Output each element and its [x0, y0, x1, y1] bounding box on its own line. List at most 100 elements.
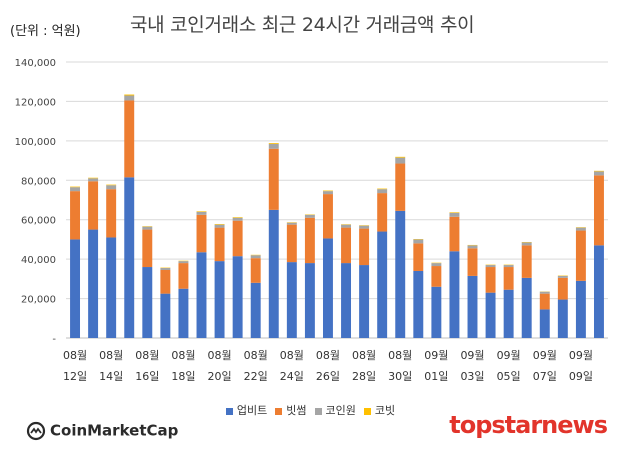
x-tick-label: 30일 [388, 369, 412, 383]
x-tick-label: 20일 [208, 369, 232, 383]
x-tick-label: 08월 [208, 349, 232, 362]
bar-segment [178, 263, 189, 289]
bar-segment [88, 181, 99, 230]
x-axis-ticks: 08월 12일 08월 14일 08월 16일 08월 18일 08월 20일 08월 22일 08월 2… [63, 349, 593, 383]
bar-segment [521, 277, 532, 338]
bar-segment [160, 268, 171, 270]
bar-segment [485, 267, 496, 293]
bar-segment [377, 231, 388, 338]
bar-segment [124, 94, 135, 96]
bar-segment [124, 95, 135, 101]
x-tick-label: 09월 [424, 349, 448, 362]
bar-segment [214, 261, 225, 338]
bar-segment [503, 289, 514, 338]
bar-segment [142, 229, 153, 268]
bar-stack [286, 222, 297, 338]
bar-segment [593, 245, 604, 338]
bar-stack [214, 224, 225, 338]
legend-item: 업비트 [225, 402, 268, 418]
bar-segment [593, 175, 604, 246]
bar-segment [196, 252, 207, 338]
bar-segment [593, 170, 604, 172]
bar-stack [521, 241, 532, 338]
bar-segment [593, 171, 604, 176]
bar-segment [70, 186, 81, 188]
bar-segment [449, 212, 460, 213]
bar-segment [341, 227, 352, 264]
x-tick-label: 24일 [280, 369, 304, 383]
bar-segment [232, 256, 243, 338]
bar-segment [557, 299, 568, 338]
bar-stack [178, 260, 189, 338]
bar-segment [503, 267, 514, 290]
bar-segment [377, 193, 388, 232]
bar-segment [521, 242, 532, 246]
bar-stack [322, 190, 333, 338]
bar-segment [70, 191, 81, 240]
legend-item: 빗썸 [275, 402, 307, 418]
bar-stacks [70, 94, 604, 338]
bar-segment [160, 293, 171, 338]
bar-segment [467, 245, 478, 249]
legend-label: 코인원 [325, 404, 356, 417]
bar-segment [359, 225, 370, 229]
bar-segment [196, 211, 207, 215]
bar-segment [575, 227, 586, 231]
bar-segment [557, 277, 568, 300]
bar-segment [322, 194, 333, 239]
x-tick-label: 22일 [244, 369, 268, 383]
bar-segment [575, 230, 586, 281]
bar-segment [286, 222, 297, 225]
y-tick-label: 80,000 [21, 176, 56, 187]
legend-item: 코인원 [314, 402, 356, 418]
x-tick-label: 08월 [99, 349, 123, 362]
bar-stack [88, 177, 99, 338]
bar-segment [467, 275, 478, 338]
bar-segment [575, 280, 586, 338]
bar-segment [214, 227, 225, 262]
x-tick-label: 08월 [244, 349, 268, 362]
x-tick-label: 09월 [497, 349, 521, 362]
bar-segment [268, 143, 279, 144]
bar-stack [413, 239, 424, 338]
bar-segment [268, 209, 279, 338]
bar-segment [250, 255, 261, 259]
y-axis-unit-label: (단위 : 억원) [10, 24, 81, 39]
bar-stack [196, 211, 207, 338]
x-tick-label: 01일 [424, 369, 448, 383]
bar-segment [286, 262, 297, 338]
bar-stack [593, 170, 604, 338]
bar-segment [431, 286, 442, 338]
bar-segment [395, 210, 406, 338]
bar-segment [449, 212, 460, 217]
bar-stack [250, 254, 261, 338]
bar-segment [413, 270, 424, 338]
y-tick-label: 120,000 [15, 97, 56, 108]
bar-stack [575, 227, 586, 338]
gridlines [66, 61, 608, 339]
bar-segment [106, 237, 117, 338]
bar-segment [106, 185, 117, 190]
x-tick-label: 09월 [533, 349, 557, 362]
legend-label: 업비트 [236, 404, 268, 417]
bar-segment [124, 100, 135, 178]
bar-segment [88, 178, 99, 182]
bar-stack [557, 275, 568, 338]
bar-segment [322, 238, 333, 338]
bar-stack [304, 214, 315, 338]
coinmarketcap-icon [26, 421, 46, 441]
bar-segment [88, 177, 99, 179]
bar-stack [503, 264, 514, 338]
bar-segment [413, 243, 424, 271]
legend-label: 코빗 [374, 404, 396, 417]
bar-stack [431, 262, 442, 338]
x-tick-label: 12일 [63, 369, 87, 383]
bar-segment [359, 228, 370, 266]
x-tick-label: 08월 [352, 349, 376, 362]
x-tick-label: 09월 [569, 349, 593, 362]
bar-segment [304, 217, 315, 264]
bar-segment [395, 157, 406, 164]
bar-segment [304, 263, 315, 338]
bar-stack [70, 186, 81, 338]
